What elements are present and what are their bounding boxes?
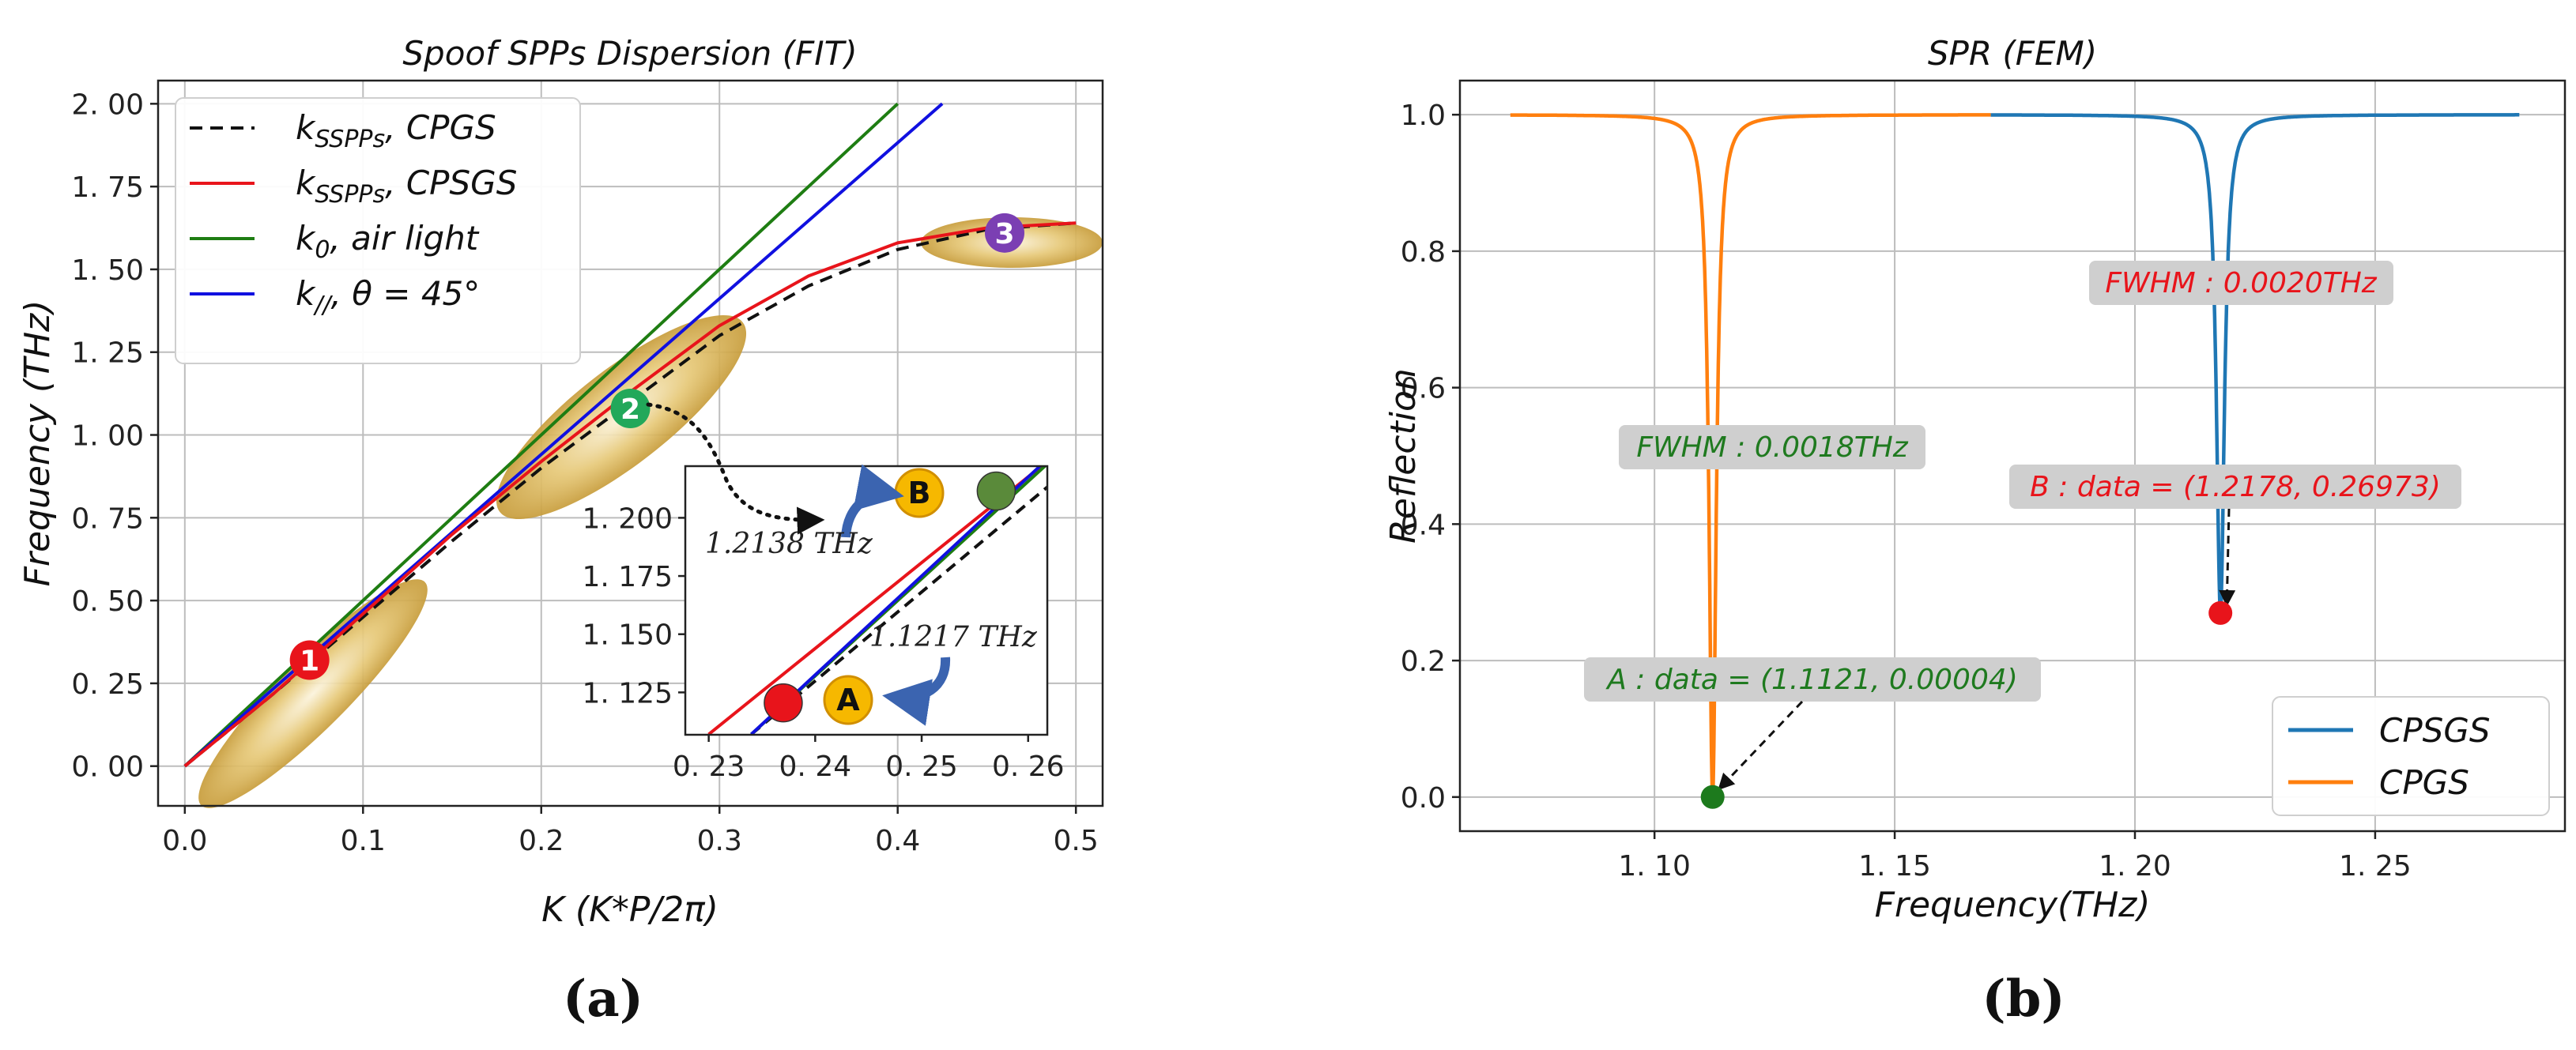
inset-annotation-a-freq: 1.1217 THz — [869, 621, 1038, 653]
legend-label: CPSGS — [2379, 711, 2491, 750]
region-marker-3 — [984, 213, 1024, 253]
annotation-fwhm-b: FWHM : 0.0020THz — [2089, 261, 2393, 305]
inset-x-tick-label: 0. 25 — [885, 751, 958, 783]
series-line-cpgs — [1509, 113, 1993, 799]
legend-label: kSSPPs, CPSGS — [296, 164, 517, 209]
svg-text:B : data = (1.2178, 0.26973): B : data = (1.2178, 0.26973) — [2030, 471, 2441, 503]
y-tick-label: 0. 50 — [71, 585, 144, 618]
x-tick-label: 0.2 — [519, 825, 564, 857]
y-tick-label: 0.4 — [1401, 509, 1446, 541]
badge-label: B — [908, 476, 931, 510]
annotation-fwhm-a: FWHM : 0.0018THz — [1619, 425, 1925, 469]
x-tick-label: 0.1 — [341, 825, 386, 857]
x-tick-label: 0.5 — [1054, 825, 1099, 857]
y-tick-label: 0. 75 — [71, 502, 144, 535]
y-tick-label: 0. 00 — [71, 751, 144, 784]
plot-frame-a — [157, 79, 1104, 807]
y-tick-label: 0.2 — [1401, 645, 1446, 678]
arrow-to-a-icon — [882, 657, 951, 726]
legend-label: CPGS — [2379, 763, 2469, 802]
svg-text:FWHM : 0.0018THz: FWHM : 0.0018THz — [1636, 431, 1908, 464]
x-tick-label: 1. 10 — [1618, 850, 1691, 883]
chart-a-ylabel: Frequency (THz) — [17, 300, 58, 587]
inset-y-tick-label: 1. 175 — [582, 561, 673, 593]
zoom-connector-arrow — [646, 402, 825, 535]
y-tick-label: 1.0 — [1401, 100, 1446, 132]
highlight-region-1 — [198, 579, 428, 808]
arrow-to-b-icon — [841, 464, 904, 538]
svg-text:A : data = (1.1121, 0.00004): A : data = (1.1121, 0.00004) — [1605, 664, 2018, 696]
legend-label: kSSPPs, CPGS — [296, 108, 496, 153]
x-tick-label: 0.3 — [697, 825, 742, 857]
panel-a-chart: 1 2 3 0.0 0.1 0.2 0.3 0.4 0.5 0. 00 0. 25 0. 50 0. … — [17, 34, 1104, 930]
x-tick-label: 1. 25 — [2339, 850, 2412, 883]
y-tick-label: 0.0 — [1401, 782, 1446, 815]
inset-annotation-b-freq: 1.2138 THz — [705, 528, 873, 560]
inset-x-tick-label: 0. 26 — [992, 751, 1065, 783]
y-tick-label: 2. 00 — [71, 88, 144, 121]
series-line-cpsgs — [1989, 113, 2521, 615]
y-tick-label: 0.8 — [1401, 236, 1446, 269]
inset-x-tick-label: 0. 23 — [673, 751, 745, 783]
svg-text:FWHM : 0.0020THz: FWHM : 0.0020THz — [2105, 267, 2377, 299]
panel-b-chart: 1. 10 1. 15 1. 20 1. 25 0.0 0.2 0.4 0.6 0.8 1.0 S… — [1383, 34, 2567, 925]
plot-frame-b — [1458, 79, 2567, 833]
badge-label: A — [836, 683, 860, 717]
region-marker-2 — [610, 388, 651, 428]
inset-zoom: 0. 23 0. 24 0. 25 0. 26 1. 125 1. 150 1. 175 1.… — [582, 464, 1065, 783]
x-tick-label: 1. 15 — [1858, 850, 1931, 883]
annotation-arrow — [1718, 700, 1804, 791]
region-marker-1 — [289, 640, 330, 680]
legend-a: kSSPPs, CPGS kSSPPs, CPSGS k0, air light k/… — [175, 97, 581, 364]
inset-y-tick-label: 1. 200 — [582, 502, 673, 535]
y-tick-label: 1. 50 — [71, 254, 144, 287]
inset-x-tick-label: 0. 24 — [779, 751, 852, 783]
chart-b-ylabel: Reflection — [1383, 368, 1424, 544]
inset-point-b — [976, 471, 1016, 511]
legend-b: CPSGS CPGS — [2272, 696, 2550, 816]
data-point-b — [2208, 600, 2233, 625]
annotation-arrow — [2219, 508, 2236, 607]
y-tick-label: 0.6 — [1401, 373, 1446, 405]
region-marker-label: 3 — [994, 218, 1014, 250]
chart-b-title: SPR (FEM) — [1928, 34, 2097, 73]
region-marker-label: 2 — [620, 393, 640, 426]
panel-label-b: (b) — [1982, 969, 2065, 1029]
annotation-point-b: B : data = (1.2178, 0.26973) — [2009, 465, 2461, 509]
inset-point-a — [764, 683, 803, 723]
annotation-point-a: A : data = (1.1121, 0.00004) — [1584, 657, 2041, 702]
y-tick-label: 0. 25 — [71, 668, 144, 701]
y-tick-label: 1. 25 — [71, 337, 144, 370]
region-marker-label: 1 — [300, 645, 319, 678]
inset-y-tick-label: 1. 125 — [582, 677, 673, 709]
inset-series-line — [750, 484, 1047, 735]
x-tick-label: 1. 20 — [2099, 850, 2171, 883]
x-tick-label: 0.0 — [162, 825, 207, 857]
x-tick-label: 0.4 — [875, 825, 920, 857]
legend-label: k0, air light — [296, 219, 480, 264]
panel-label-a: (a) — [563, 969, 643, 1029]
chart-a-xlabel: K (K*P/2π) — [541, 890, 718, 930]
y-tick-label: 1. 75 — [71, 171, 144, 204]
inset-y-tick-label: 1. 150 — [582, 619, 673, 652]
chart-b-xlabel: Frequency(THz) — [1875, 885, 2151, 925]
y-tick-label: 1. 00 — [71, 420, 144, 453]
legend-label: k//, θ = 45° — [296, 274, 480, 319]
badge-a — [823, 675, 873, 725]
chart-a-title: Spoof SPPs Dispersion (FIT) — [402, 34, 857, 73]
data-point-a — [1700, 785, 1725, 809]
